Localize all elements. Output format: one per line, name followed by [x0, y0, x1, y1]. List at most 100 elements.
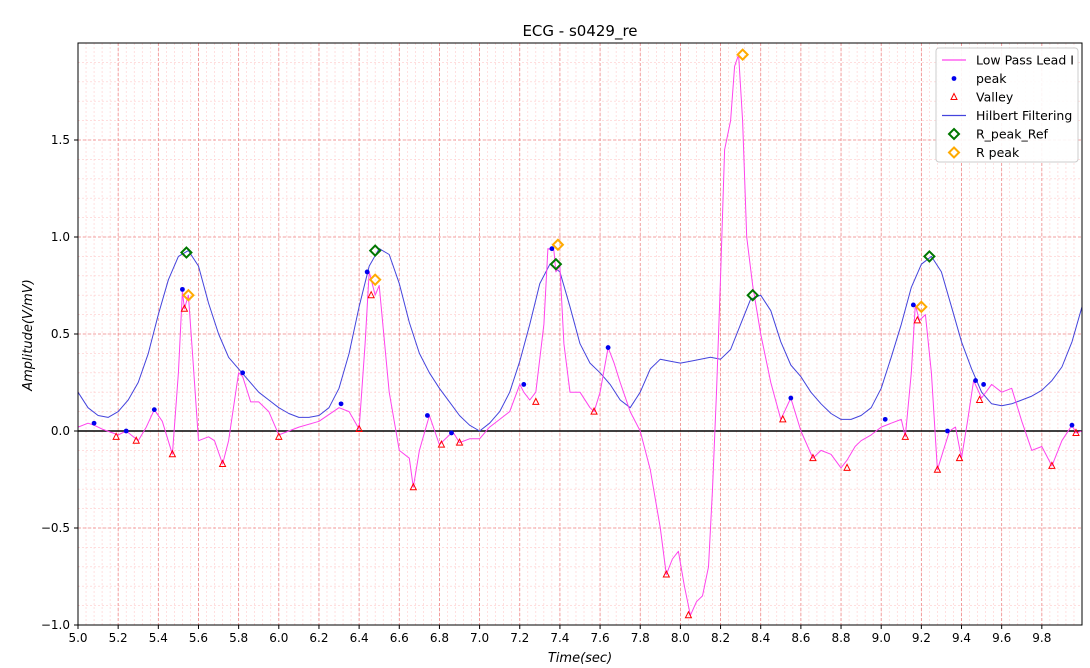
peak-point [981, 382, 987, 387]
y-tick-label: −1.0 [41, 618, 70, 632]
x-tick-label: 7.2 [510, 631, 529, 645]
valley-point [590, 406, 598, 415]
valley-point [809, 453, 817, 462]
r-peak-marker [551, 238, 565, 252]
x-tick-label: 8.2 [711, 631, 730, 645]
peak-point [788, 395, 794, 401]
peak-point [180, 286, 185, 292]
valley-point [913, 315, 922, 324]
legend-entry-low-pass-lead-i: Low Pass Lead I [942, 53, 1074, 68]
valley-point [1072, 428, 1080, 436]
x-tick-label: 6.6 [390, 631, 409, 645]
peak-point [910, 302, 916, 308]
peak-point [91, 420, 97, 426]
x-tick-label: 9.6 [992, 631, 1011, 645]
x-tick-label: 9.2 [912, 631, 931, 645]
legend-swatch-triangle [950, 92, 958, 100]
x-tick-label: 6.0 [269, 631, 288, 645]
x-tick-label: 9.8 [1032, 631, 1051, 645]
legend-entry-r-peak-ref: R_peak_Ref [947, 127, 1049, 142]
valley-point [1048, 461, 1056, 469]
valley-point [355, 424, 363, 433]
series-r-peak [182, 48, 928, 314]
x-tick-label: 5.4 [149, 631, 168, 645]
valley-point [409, 482, 418, 491]
valley-point [955, 453, 964, 462]
peak-point [424, 413, 430, 418]
x-axis-label: Time(sec) [548, 651, 612, 666]
x-tick-label: 8.6 [791, 631, 810, 645]
legend-entry-valley: Valley [950, 90, 1014, 105]
peak-point [549, 246, 555, 252]
x-tick-label: 5.6 [189, 631, 208, 645]
x-tick-label: 7.0 [470, 631, 489, 645]
legend-swatch-dot [951, 76, 957, 81]
legend-label: peak [976, 71, 1007, 86]
x-tick-label: 8.4 [751, 631, 770, 645]
peak-point [945, 428, 950, 434]
valley-point [843, 463, 851, 471]
valley-point [367, 290, 375, 299]
valley-point [274, 432, 283, 440]
y-axis-label: Amplitude(V/mV) [21, 279, 36, 392]
peak-point [364, 269, 370, 275]
series-hilbert-filtering [78, 248, 1082, 432]
y-axis-ticks: −1.0 −0.5 0.0 0.5 1.0 1.5 [41, 133, 78, 632]
legend: Low Pass Lead I peak Valley Hilbert Filteri… [935, 47, 1079, 163]
peak-point [123, 428, 129, 434]
r-peak-marker [182, 288, 195, 302]
peak-point [1069, 422, 1075, 428]
valley-point [180, 304, 189, 312]
r-peak-ref-marker [746, 288, 760, 302]
x-tick-label: 5.2 [109, 631, 128, 645]
series-clip-group [78, 48, 1082, 619]
valley-point [112, 432, 120, 440]
x-tick-label: 8.8 [831, 631, 850, 645]
valley-point [778, 414, 787, 423]
r-peak-ref-marker [922, 249, 936, 263]
valley-point [218, 459, 227, 467]
r-peak-ref-marker [549, 257, 563, 271]
x-tick-label: 9.0 [872, 631, 891, 645]
legend-label: Valley [976, 90, 1014, 105]
peak-point [449, 430, 454, 436]
valley-point [975, 395, 984, 403]
legend-label: Low Pass Lead I [976, 53, 1074, 68]
x-tick-label: 6.2 [309, 631, 328, 645]
x-tick-label: 6.4 [350, 631, 369, 645]
legend-label: R peak [976, 145, 1020, 160]
legend-entry-hilbert-filtering: Hilbert Filtering [942, 108, 1072, 123]
legend-label: Hilbert Filtering [976, 108, 1072, 123]
r-peak-ref-marker [180, 246, 193, 259]
r-peak-marker [736, 48, 750, 62]
y-tick-label: 0.0 [51, 424, 70, 438]
y-tick-label: 0.5 [51, 327, 70, 341]
valley-point [933, 465, 942, 473]
legend-swatch-diamond [947, 127, 961, 141]
x-tick-label: 5.8 [229, 631, 248, 645]
r-peak-marker [368, 273, 382, 287]
peak-point [151, 407, 157, 413]
peak-point [521, 382, 527, 387]
peak-point [882, 416, 888, 422]
x-tick-label: 8.0 [671, 631, 690, 645]
series-valley [112, 290, 1080, 619]
legend-swatch-diamond [947, 146, 961, 159]
x-tick-label: 7.4 [550, 631, 569, 645]
r-peak-marker [914, 300, 928, 314]
valley-point [455, 438, 464, 446]
x-tick-label: 9.4 [952, 631, 971, 645]
valley-point [684, 610, 693, 619]
series-layer [78, 48, 1082, 619]
x-tick-label: 5.0 [68, 631, 87, 645]
peak-point [973, 378, 978, 383]
valley-point [662, 569, 671, 578]
y-tick-label: 1.5 [51, 133, 70, 147]
chart-title: ECG - s0429_re [522, 22, 637, 41]
valley-point [437, 439, 446, 448]
peak-point [240, 370, 246, 376]
valley-point [168, 449, 177, 458]
valley-point [532, 397, 540, 405]
series-r-peak-ref [180, 244, 936, 302]
